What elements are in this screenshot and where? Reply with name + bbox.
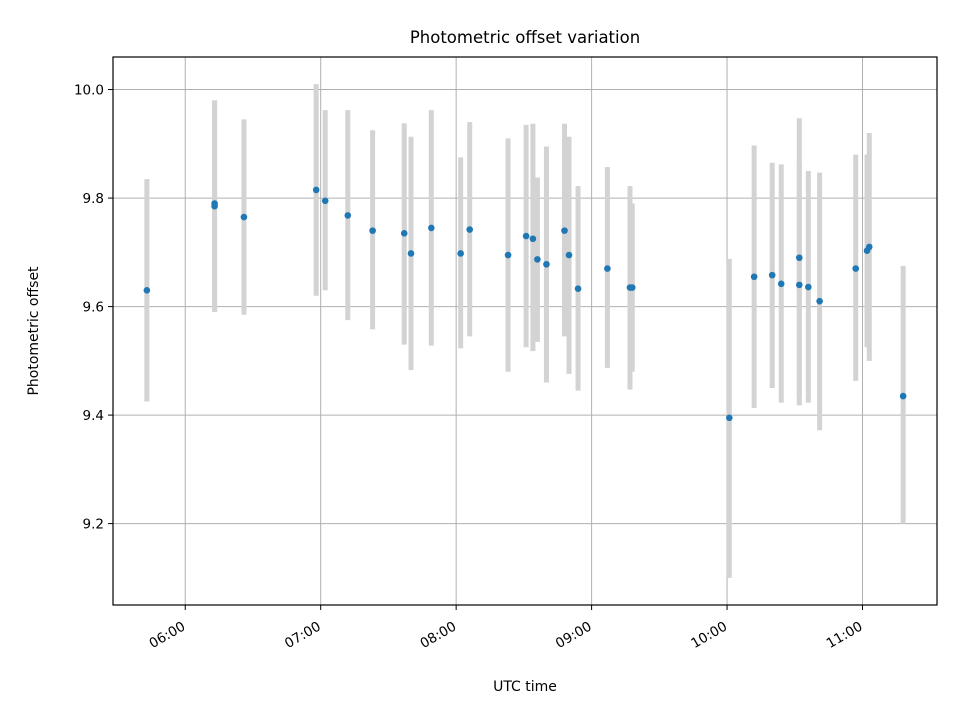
data-point <box>211 202 218 210</box>
data-point <box>522 232 530 240</box>
data-point <box>428 224 435 232</box>
data-point <box>795 254 803 262</box>
y-tick-label: 9.4 <box>83 408 104 424</box>
data-point <box>321 197 329 205</box>
data-point <box>369 227 376 234</box>
data-point <box>750 273 758 281</box>
y-tick-label: 10.0 <box>74 83 104 99</box>
plot-frame <box>112 56 938 606</box>
y-tick-label: 9.2 <box>83 517 104 533</box>
y-tick-label: 9.6 <box>83 300 104 316</box>
x-axis-label: UTC time <box>493 679 557 695</box>
data-point <box>816 297 823 305</box>
data-point <box>726 414 733 422</box>
data-point <box>852 265 860 272</box>
data-point <box>628 284 636 291</box>
data-point <box>768 271 776 279</box>
y-axis-label: Photometric offset <box>26 266 42 396</box>
data-point <box>561 227 568 234</box>
data-point <box>795 281 803 289</box>
chart-title: Photometric offset variation <box>410 28 640 47</box>
data-point <box>899 392 907 400</box>
data-point <box>534 256 541 263</box>
data-point <box>457 250 464 257</box>
data-point <box>805 283 812 291</box>
data-point <box>574 285 582 292</box>
data-point <box>466 226 473 233</box>
data-point <box>565 251 573 259</box>
y-axis-ticks: 9.2 9.4 9.6 9.8 10.0 <box>74 83 113 533</box>
data-point <box>143 287 151 294</box>
data-point <box>400 230 408 237</box>
data-point <box>504 251 512 259</box>
data-point <box>529 235 537 243</box>
y-tick-label: 9.8 <box>83 191 104 207</box>
data-points <box>143 186 907 422</box>
data-point <box>543 260 550 268</box>
data-point <box>344 212 352 219</box>
data-point <box>240 213 248 221</box>
data-point <box>604 265 611 272</box>
data-point <box>312 186 320 194</box>
data-point <box>865 243 873 251</box>
data-point <box>407 250 415 257</box>
data-point <box>777 280 785 288</box>
